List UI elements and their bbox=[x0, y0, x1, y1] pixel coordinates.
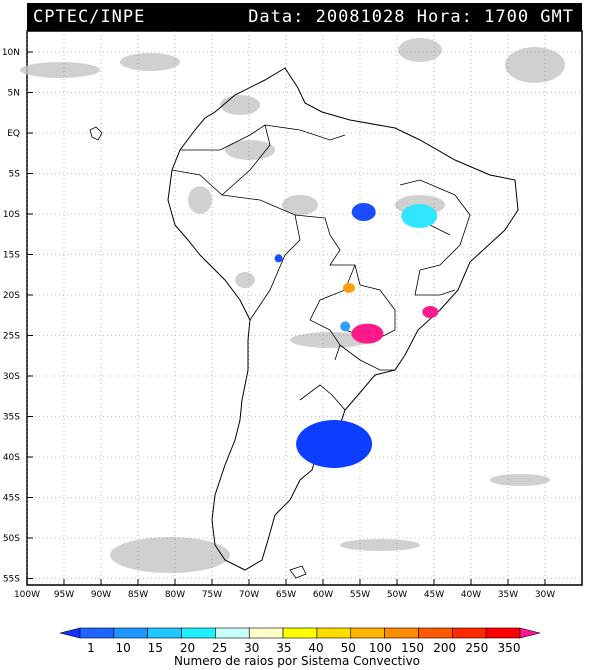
lat-tick-label: 40S bbox=[3, 453, 20, 463]
lightning-cluster-argentina-south bbox=[296, 420, 373, 468]
lon-tick-label: 75W bbox=[202, 590, 222, 600]
cloud-patch bbox=[290, 332, 370, 348]
datetime-label: Data: 20081028 Hora: 1700 GMT bbox=[248, 7, 574, 27]
lon-tick-label: 65W bbox=[276, 590, 296, 600]
colorbar-label: 30 bbox=[244, 641, 259, 655]
lightning-cluster-central-brazil-north bbox=[351, 203, 376, 221]
south-america-outline bbox=[167, 67, 519, 571]
cloud-patch bbox=[110, 537, 230, 573]
colorbar-label: 200 bbox=[433, 641, 456, 655]
lat-tick-label: EQ bbox=[7, 129, 20, 139]
colorbar-swatch bbox=[452, 627, 487, 639]
lon-tick-label: 55W bbox=[350, 590, 370, 600]
lon-tick-label: 50W bbox=[387, 590, 407, 600]
lat-tick-label: 20S bbox=[3, 291, 20, 301]
lon-tick-label: 45W bbox=[424, 590, 444, 600]
cloud-patch bbox=[282, 195, 318, 215]
lightning-cluster-parana bbox=[351, 323, 384, 344]
lightning-cluster-layer bbox=[274, 203, 439, 468]
colorbar-title: Numero de raios por Sistema Convectivo bbox=[174, 654, 420, 668]
colorbar-swatch bbox=[248, 627, 284, 639]
colorbar-label: 1 bbox=[87, 641, 95, 655]
lon-tick-label: 90W bbox=[91, 590, 111, 600]
lon-tick-label: 35W bbox=[498, 590, 518, 600]
lat-tick-label: 45S bbox=[3, 494, 20, 504]
colorbar-swatch bbox=[418, 627, 453, 639]
colorbar-label: 35 bbox=[276, 641, 291, 655]
colorbar-swatch bbox=[485, 627, 521, 639]
colorbar-swatch bbox=[384, 627, 419, 639]
cloud-patch bbox=[505, 47, 565, 83]
cloud-patch bbox=[120, 53, 180, 71]
cloud-patch bbox=[225, 140, 275, 160]
lat-tick-label: 55S bbox=[3, 575, 20, 585]
lon-tick-label: 80W bbox=[165, 590, 185, 600]
colorbar-swatch bbox=[147, 627, 182, 639]
lon-tick-label: 70W bbox=[239, 590, 259, 600]
colorbar-swatch bbox=[316, 627, 352, 639]
latitude-axis: 10N 5N EQ 5S 10S 15S 20S 25S 30S 35S 40S 45S 50S 55S bbox=[2, 48, 33, 585]
colorbar-label: 150 bbox=[401, 641, 424, 655]
lon-tick-label: 40W bbox=[461, 590, 481, 600]
lat-tick-label: 15S bbox=[3, 251, 20, 261]
source-label: CPTEC/INPE bbox=[33, 7, 146, 27]
caribbean-islands bbox=[89, 126, 103, 141]
longitude-axis: 100W 95W 90W 85W 80W 75W 70W 65W 60W 55W 50W 45W 40W… bbox=[14, 579, 555, 600]
colorbar-swatch bbox=[282, 627, 318, 639]
lon-tick-label: 30W bbox=[535, 590, 555, 600]
lon-tick-label: 60W bbox=[313, 590, 333, 600]
lat-tick-label: 5N bbox=[8, 89, 20, 99]
colorbar-label: 10 bbox=[116, 641, 131, 655]
colorbar-label: 15 bbox=[148, 641, 163, 655]
cloud-patch bbox=[340, 539, 420, 551]
map-frame bbox=[26, 30, 583, 586]
colorbar-min-arrow bbox=[59, 627, 81, 639]
lon-tick-label: 85W bbox=[128, 590, 148, 600]
colorbar-swatch bbox=[79, 627, 115, 639]
colorbar-swatch bbox=[350, 627, 385, 639]
lat-tick-label: 5S bbox=[9, 170, 21, 180]
colorbar-label: 250 bbox=[465, 641, 488, 655]
cloud-patch bbox=[20, 62, 100, 78]
lat-tick-label: 50S bbox=[3, 534, 20, 544]
lightning-cluster-paraguay bbox=[340, 321, 351, 332]
lat-tick-label: 30S bbox=[3, 372, 20, 382]
lightning-cluster-sao-paulo bbox=[422, 306, 439, 318]
lat-tick-label: 10S bbox=[3, 210, 20, 220]
colorbar-swatch bbox=[215, 627, 250, 639]
lightning-cluster-mato-grosso-south bbox=[342, 283, 355, 293]
title-bar: CPTEC/INPE Data: 20081028 Hora: 1700 GMT bbox=[27, 3, 582, 31]
cloud-patch bbox=[235, 272, 255, 288]
cloud-patch bbox=[490, 474, 550, 486]
cloud-patch bbox=[398, 38, 442, 62]
lightning-cluster-bahia-goias bbox=[401, 204, 438, 228]
colorbar-label: 25 bbox=[212, 641, 227, 655]
lat-tick-label: 25S bbox=[3, 332, 20, 342]
lightning-cluster-mato-grosso-west bbox=[274, 254, 283, 263]
lon-tick-label: 100W bbox=[14, 590, 40, 600]
colorbar: 1 10 15 20 25 30 35 40 50 100 150 200 250 350 bbox=[59, 627, 541, 655]
colorbar-label: 20 bbox=[180, 641, 195, 655]
colorbar-swatch bbox=[181, 627, 216, 639]
colorbar-swatch bbox=[113, 627, 148, 639]
lat-tick-label: 10N bbox=[2, 48, 20, 58]
cloud-patch bbox=[188, 186, 212, 214]
colorbar-label: 350 bbox=[498, 641, 521, 655]
falkland-islands bbox=[289, 565, 307, 579]
colorbar-label: 50 bbox=[341, 641, 356, 655]
lon-tick-label: 95W bbox=[54, 590, 74, 600]
cloud-layer bbox=[20, 38, 565, 573]
cloud-patch bbox=[220, 95, 260, 115]
lat-tick-label: 35S bbox=[3, 413, 20, 423]
colorbar-max-arrow bbox=[519, 627, 541, 639]
colorbar-label: 40 bbox=[308, 641, 323, 655]
colorbar-label: 100 bbox=[369, 641, 392, 655]
lat-lon-grid bbox=[26, 31, 582, 585]
